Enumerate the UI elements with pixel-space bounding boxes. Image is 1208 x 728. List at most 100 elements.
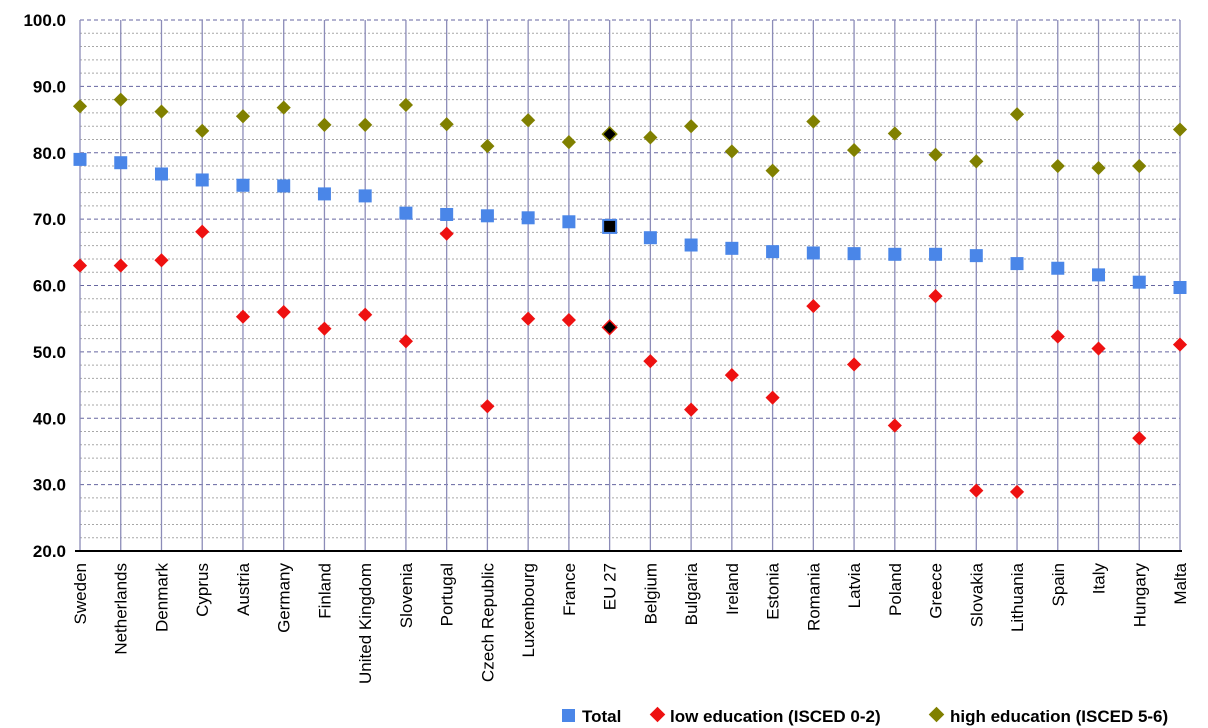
x-axis-category-labels: Sweden Netherlands Denmark Cyprus Austria Ger… bbox=[71, 562, 1190, 684]
marker-total bbox=[73, 152, 87, 166]
y-axis-tick-labels: 20.0 30.0 40.0 50.0 60.0 70.0 80.0 90.0 100.0 bbox=[23, 11, 66, 561]
x-category-label: Poland bbox=[886, 563, 905, 616]
marker-low-education bbox=[643, 354, 658, 369]
marker-high-education bbox=[1050, 158, 1065, 174]
y-tick-label: 60.0 bbox=[33, 277, 66, 296]
x-category-label: Slovakia bbox=[967, 562, 986, 627]
x-category-label: Czech Republic bbox=[478, 563, 497, 683]
marker-high-education bbox=[724, 144, 739, 159]
legend-label-low-education: low education (ISCED 0-2) bbox=[670, 707, 881, 726]
marker-low-education bbox=[398, 334, 413, 349]
marker-low-education bbox=[601, 319, 618, 336]
legend-label-high-education: high education (ISCED 5-6) bbox=[950, 707, 1168, 726]
marker-total bbox=[969, 249, 983, 263]
marker-high-education bbox=[154, 104, 169, 119]
marker-total bbox=[480, 209, 494, 223]
marker-low-education bbox=[1009, 484, 1025, 499]
marker-high-education bbox=[601, 126, 618, 143]
marker-total bbox=[521, 211, 535, 225]
gridlines bbox=[79, 19, 1181, 551]
x-category-label: Romania bbox=[804, 562, 823, 631]
marker-total bbox=[399, 206, 413, 220]
marker-total bbox=[766, 245, 780, 259]
marker-high-education bbox=[765, 163, 780, 178]
legend-label-total: Total bbox=[582, 707, 621, 726]
marker-total bbox=[195, 173, 209, 187]
marker-total bbox=[1051, 261, 1065, 275]
marker-total bbox=[317, 187, 331, 201]
marker-total bbox=[114, 156, 128, 170]
x-category-label: Sweden bbox=[71, 563, 90, 624]
y-tick-label: 100.0 bbox=[23, 11, 66, 30]
x-category-label: Spain bbox=[1049, 563, 1068, 606]
marker-high-education bbox=[235, 109, 251, 124]
x-category-label: Denmark bbox=[152, 563, 171, 632]
marker-total bbox=[1010, 257, 1024, 271]
y-tick-label: 90.0 bbox=[33, 77, 66, 96]
x-category-label: Malta bbox=[1171, 562, 1190, 604]
marker-total bbox=[1173, 280, 1187, 294]
marker-high-education bbox=[317, 117, 332, 132]
marker-high-education bbox=[969, 154, 984, 169]
marker-low-education bbox=[1172, 337, 1188, 352]
x-category-label: Greece bbox=[927, 563, 946, 619]
x-category-label: Lithuania bbox=[1008, 562, 1027, 632]
marker-high-education bbox=[561, 135, 576, 150]
marker-high-education bbox=[887, 126, 902, 141]
marker-high-education bbox=[643, 130, 658, 145]
marker-total bbox=[277, 179, 291, 193]
x-category-label: Finland bbox=[315, 563, 334, 619]
marker-low-education bbox=[724, 368, 739, 383]
marker-high-education bbox=[847, 143, 862, 158]
marker-high-education bbox=[521, 113, 536, 128]
marker-total bbox=[1132, 275, 1146, 289]
marker-total bbox=[847, 247, 861, 261]
y-tick-label: 30.0 bbox=[33, 476, 66, 495]
marker-low-education bbox=[154, 253, 169, 268]
marker-high-education bbox=[928, 147, 943, 162]
marker-low-education bbox=[1132, 431, 1147, 446]
marker-high-education bbox=[1091, 160, 1106, 176]
y-tick-label: 50.0 bbox=[33, 343, 66, 362]
y-tick-label: 20.0 bbox=[33, 542, 66, 561]
marker-high-education bbox=[1172, 122, 1188, 137]
marker-total bbox=[684, 238, 698, 252]
marker-total bbox=[562, 215, 576, 229]
x-category-label: Cyprus bbox=[193, 563, 212, 617]
legend-marker-low-education bbox=[649, 706, 666, 723]
marker-total bbox=[806, 246, 820, 260]
marker-total bbox=[1092, 268, 1106, 282]
marker-total bbox=[236, 178, 250, 192]
marker-total bbox=[643, 231, 657, 245]
marker-high-education bbox=[398, 97, 413, 113]
marker-low-education bbox=[72, 258, 88, 273]
marker-low-education bbox=[276, 304, 291, 320]
marker-low-education bbox=[684, 402, 699, 417]
marker-low-education bbox=[847, 357, 862, 372]
marker-total bbox=[929, 247, 943, 261]
marker-low-education bbox=[765, 390, 780, 405]
marker-total bbox=[358, 189, 372, 203]
x-category-label: United Kingdom bbox=[356, 563, 375, 684]
marker-low-education bbox=[561, 312, 576, 328]
marker-high-education bbox=[439, 117, 454, 132]
x-category-label: Germany bbox=[275, 563, 294, 633]
legend: Total low education (ISCED 0-2) high edu… bbox=[562, 706, 1168, 726]
marker-low-education bbox=[195, 224, 210, 239]
marker-low-education bbox=[235, 309, 251, 324]
marker-high-education bbox=[1132, 158, 1147, 174]
marker-total bbox=[602, 218, 618, 234]
x-category-label: Bulgaria bbox=[682, 562, 701, 625]
x-category-label: Austria bbox=[234, 562, 253, 615]
data-markers bbox=[72, 92, 1188, 499]
marker-high-education bbox=[72, 99, 88, 114]
marker-high-education bbox=[806, 114, 821, 129]
marker-total bbox=[440, 207, 454, 221]
marker-low-education bbox=[317, 321, 332, 336]
x-category-label: Italy bbox=[1090, 563, 1109, 595]
y-tick-label: 80.0 bbox=[33, 144, 66, 163]
x-category-label: Estonia bbox=[764, 562, 783, 619]
y-tick-label: 70.0 bbox=[33, 210, 66, 229]
marker-low-education bbox=[969, 483, 984, 498]
